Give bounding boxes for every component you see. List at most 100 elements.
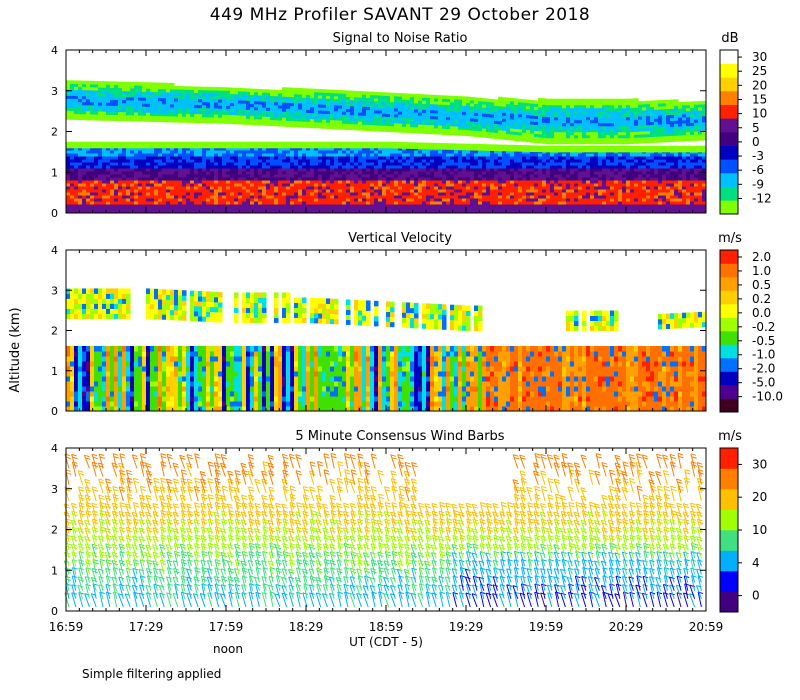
snr-cell [374, 171, 379, 175]
snr-cell [594, 134, 599, 139]
snr-cell [450, 195, 455, 199]
snr-cell [146, 88, 151, 92]
snr-cell [430, 210, 435, 213]
snr-cell [446, 98, 451, 103]
snr-cell [418, 186, 423, 190]
snr-cell [94, 186, 99, 190]
snr-cell [182, 180, 187, 184]
snr-cell [146, 91, 151, 95]
snr-cell [306, 147, 311, 151]
snr-cell [394, 189, 399, 193]
snr-cell [330, 171, 335, 175]
snr-cell [490, 180, 495, 184]
snr-cell [538, 118, 543, 123]
snr-cell [482, 107, 487, 111]
snr-cell [306, 94, 311, 98]
snr-cell [550, 192, 555, 196]
snr-cell [106, 168, 111, 172]
snr-cell [218, 105, 223, 109]
snr-cell [86, 159, 91, 163]
snr-cell [166, 118, 171, 123]
snr-cell [558, 140, 563, 145]
snr-cell [234, 156, 239, 160]
snr-cell [318, 107, 323, 111]
snr-cell [74, 156, 79, 160]
snr-cell [450, 128, 455, 133]
snr-cell [618, 165, 623, 169]
snr-cell [138, 103, 143, 107]
snr-cell [470, 180, 475, 184]
snr-cell [610, 137, 615, 142]
snr-cell [258, 118, 263, 123]
snr-cell [322, 195, 327, 199]
snr-cell [390, 98, 395, 103]
snr-cell [250, 150, 255, 154]
snr-cell [386, 195, 391, 199]
snr-cell [182, 168, 187, 172]
snr-cell [510, 137, 515, 141]
snr-cell [270, 207, 275, 211]
snr-cell [234, 165, 239, 169]
snr-cell [258, 97, 263, 102]
snr-cell [230, 120, 235, 125]
snr-cell [334, 113, 339, 118]
snr-cell [502, 180, 507, 184]
snr-cell [210, 177, 215, 181]
snr-cell [478, 106, 483, 111]
snr-cell [378, 92, 383, 96]
snr-cell [410, 198, 415, 202]
snr-cell [506, 159, 511, 163]
snr-cell [426, 124, 431, 129]
snr-cell [186, 116, 191, 120]
snr-cell [446, 107, 451, 112]
snr-cell [590, 162, 595, 166]
snr-cell [170, 156, 175, 160]
snr-cell [374, 207, 379, 211]
snr-cell [118, 96, 123, 101]
snr-cell [602, 168, 607, 172]
snr-cell [130, 174, 135, 178]
snr-cell [110, 84, 115, 88]
snr-cell [574, 110, 579, 115]
snr-cell [138, 97, 143, 101]
snr-cell [238, 90, 243, 95]
snr-cell [462, 174, 467, 178]
snr-cell [322, 141, 327, 149]
snr-cell [386, 177, 391, 181]
snr-cell [402, 183, 407, 187]
snr-cell [586, 204, 591, 208]
snr-cell [590, 198, 595, 202]
snr-cell [94, 183, 99, 187]
snr-cell [362, 189, 367, 193]
snr-cell [482, 159, 487, 163]
snr-cell [246, 106, 251, 110]
snr-cell [602, 183, 607, 187]
snr-cell [122, 114, 127, 119]
snr-cell [154, 171, 159, 175]
snr-cell [614, 116, 619, 121]
snr-cell [158, 97, 163, 102]
snr-cell [210, 171, 215, 175]
snr-cell [234, 210, 239, 213]
snr-cell [406, 142, 411, 149]
snr-cell [382, 207, 387, 211]
snr-cell [474, 106, 479, 110]
snr-cell [270, 162, 275, 166]
snr-cell [318, 89, 323, 93]
snr-cell [174, 201, 179, 205]
snr-cell [150, 100, 155, 104]
snr-cell [74, 89, 79, 93]
snr-cell [402, 126, 407, 130]
snr-cell [326, 195, 331, 199]
snr-cell [374, 168, 379, 172]
snr-cell [602, 210, 607, 213]
snr-cell [610, 189, 615, 193]
snr-cell [574, 113, 579, 118]
snr-cell [234, 201, 239, 205]
snr-cell [502, 177, 507, 181]
snr-cell [434, 106, 439, 111]
snr-cell [570, 128, 575, 133]
snr-cell [338, 117, 343, 121]
snr-cell [366, 147, 371, 151]
snr-cell [402, 142, 407, 149]
